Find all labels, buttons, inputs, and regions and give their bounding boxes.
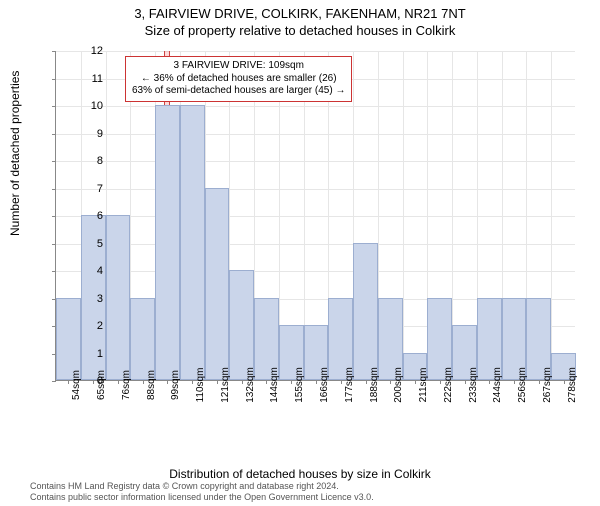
histogram-bar xyxy=(353,243,378,381)
annotation-line-3: 63% of semi-detached houses are larger (… xyxy=(132,85,345,98)
x-tick-mark xyxy=(341,380,342,384)
chart-title-main: 3, FAIRVIEW DRIVE, COLKIRK, FAKENHAM, NR… xyxy=(0,6,600,21)
gridline-v xyxy=(403,51,404,380)
histogram-bar xyxy=(155,105,180,380)
x-tick-label: 233sqm xyxy=(468,367,479,403)
footer-line-2: Contains public sector information licen… xyxy=(30,492,374,503)
x-tick-label: 88sqm xyxy=(146,370,157,400)
x-tick-label: 54sqm xyxy=(71,370,82,400)
x-tick-label: 244sqm xyxy=(492,367,503,403)
gridline-h xyxy=(56,51,575,52)
x-tick-mark xyxy=(539,380,540,384)
x-tick-label: 188sqm xyxy=(369,367,380,403)
x-tick-mark xyxy=(564,380,565,384)
y-tick-label: 3 xyxy=(55,293,103,305)
y-tick-label: 7 xyxy=(55,183,103,195)
y-tick-label: 6 xyxy=(55,210,103,222)
x-tick-label: 177sqm xyxy=(344,367,355,403)
x-tick-label: 110sqm xyxy=(195,368,206,403)
x-tick-label: 99sqm xyxy=(170,370,181,400)
x-tick-label: 155sqm xyxy=(294,367,305,403)
gridline-v xyxy=(551,51,552,380)
x-tick-label: 278sqm xyxy=(567,367,578,403)
x-tick-label: 144sqm xyxy=(269,367,280,403)
x-tick-label: 65sqm xyxy=(96,370,107,400)
x-tick-mark xyxy=(316,380,317,384)
y-tick-label: 12 xyxy=(55,45,103,57)
y-tick-label: 2 xyxy=(55,320,103,332)
x-tick-mark xyxy=(366,380,367,384)
x-tick-mark xyxy=(167,380,168,384)
x-tick-mark xyxy=(514,380,515,384)
chart-title-sub: Size of property relative to detached ho… xyxy=(0,23,600,38)
x-tick-mark xyxy=(217,380,218,384)
annotation-line-2: ← 36% of detached houses are smaller (26… xyxy=(132,73,345,86)
x-tick-label: 76sqm xyxy=(121,370,132,400)
x-tick-mark xyxy=(489,380,490,384)
x-tick-mark xyxy=(118,380,119,384)
y-tick-label: 9 xyxy=(55,128,103,140)
footer-line-1: Contains HM Land Registry data © Crown c… xyxy=(30,481,374,492)
gridline-h xyxy=(56,134,575,135)
annotation-box: 3 FAIRVIEW DRIVE: 109sqm ← 36% of detach… xyxy=(125,56,352,102)
x-tick-mark xyxy=(192,380,193,384)
histogram-bar xyxy=(180,105,205,380)
x-tick-mark xyxy=(242,380,243,384)
x-tick-mark xyxy=(291,380,292,384)
y-tick-label: 4 xyxy=(55,265,103,277)
x-tick-label: 256sqm xyxy=(517,367,528,403)
x-tick-mark xyxy=(465,380,466,384)
x-tick-mark xyxy=(266,380,267,384)
x-tick-mark xyxy=(440,380,441,384)
y-tick-label: 10 xyxy=(55,100,103,112)
histogram-bar xyxy=(106,215,131,380)
gridline-h xyxy=(56,106,575,107)
chart-area: 3 FAIRVIEW DRIVE: 109sqm ← 36% of detach… xyxy=(55,51,575,421)
x-tick-label: 132sqm xyxy=(245,367,256,403)
x-axis-label: Distribution of detached houses by size … xyxy=(0,467,600,481)
gridline-h xyxy=(56,189,575,190)
gridline-h xyxy=(56,216,575,217)
gridline-h xyxy=(56,271,575,272)
x-tick-mark xyxy=(390,380,391,384)
x-tick-label: 211sqm xyxy=(418,368,429,403)
y-tick-label: 1 xyxy=(55,348,103,360)
x-tick-mark xyxy=(143,380,144,384)
histogram-bar xyxy=(229,270,254,380)
gridline-h xyxy=(56,161,575,162)
x-tick-label: 200sqm xyxy=(393,367,404,403)
y-tick-label: 5 xyxy=(55,238,103,250)
x-tick-mark xyxy=(415,380,416,384)
x-tick-label: 121sqm xyxy=(220,367,231,403)
histogram-bar xyxy=(130,298,155,381)
annotation-line-1: 3 FAIRVIEW DRIVE: 109sqm xyxy=(132,60,345,73)
x-tick-label: 166sqm xyxy=(319,367,330,403)
x-tick-label: 222sqm xyxy=(443,367,454,403)
x-tick-label: 267sqm xyxy=(542,367,553,403)
gridline-h xyxy=(56,244,575,245)
chart-container: 3, FAIRVIEW DRIVE, COLKIRK, FAKENHAM, NR… xyxy=(0,6,600,506)
histogram-bar xyxy=(205,188,230,381)
histogram-bar xyxy=(56,298,81,381)
y-axis-label: Number of detached properties xyxy=(8,71,22,236)
y-tick-label: 8 xyxy=(55,155,103,167)
y-tick-label: 11 xyxy=(55,73,103,85)
